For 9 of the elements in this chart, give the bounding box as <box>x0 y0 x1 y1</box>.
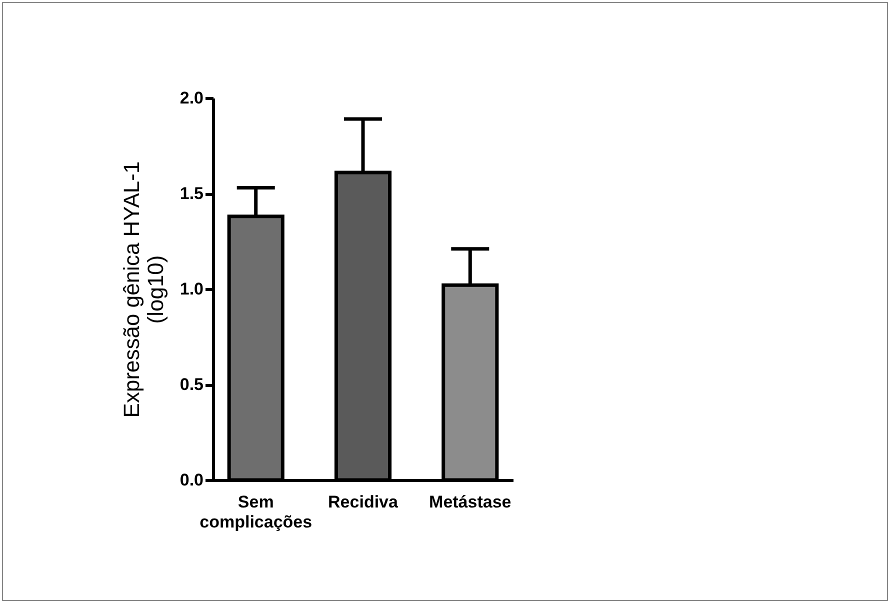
y-tick-label: 0.5 <box>180 375 204 394</box>
y-tick-label: 2.0 <box>180 88 204 108</box>
y-tick-label: 1.5 <box>180 184 204 203</box>
y-axis-title: Expressão gênica HYAL-1 (log10) <box>118 161 168 418</box>
x-tick-label: Metástase <box>429 492 512 512</box>
x-tick-label: Recidiva <box>328 492 398 512</box>
y-tick-label: 1.0 <box>180 280 204 298</box>
x-tick-label: Sem complicações <box>200 492 312 532</box>
y-tick-label: 0.0 <box>180 470 204 490</box>
